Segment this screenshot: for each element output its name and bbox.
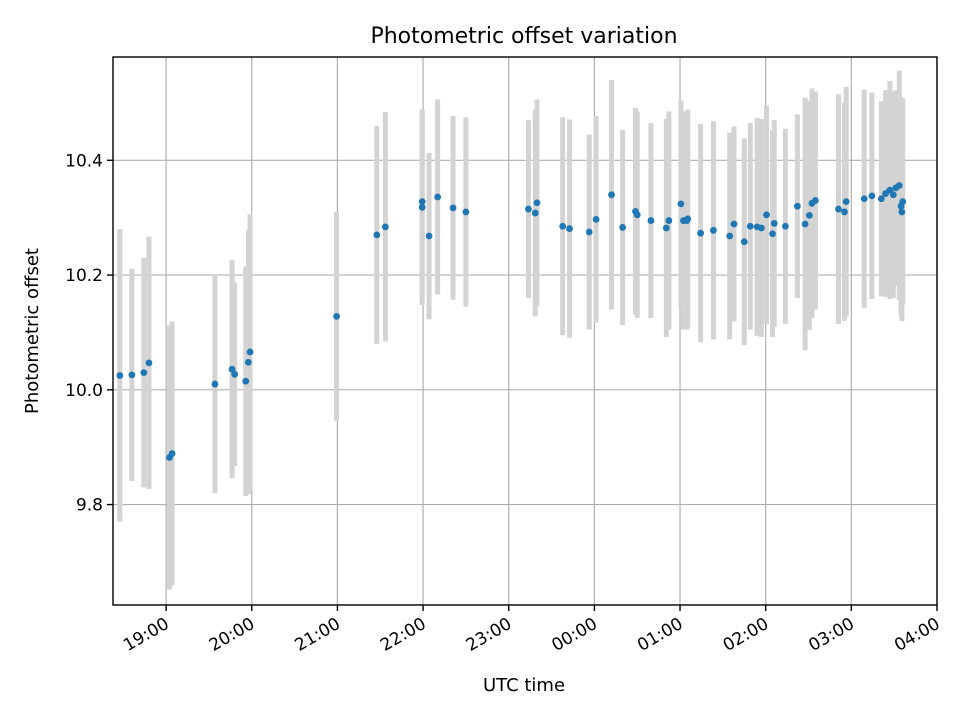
data-point: [462, 208, 470, 216]
data-point: [899, 198, 907, 206]
data-point: [665, 217, 673, 224]
data-point: [835, 205, 842, 213]
data-point: [373, 231, 381, 239]
data-point: [533, 199, 541, 207]
data-point: [633, 211, 641, 219]
x-axis-ticks: 19:00 20:00 21:00 22:00 23:00 00:00 01:00 02:00…: [120, 605, 944, 656]
data-point: [746, 222, 754, 230]
y-axis-ticks: 9.8 10.0 10.2 10.4: [65, 151, 113, 516]
x-tick-label: 21:00: [291, 614, 343, 656]
data-point: [525, 205, 532, 213]
data-point: [662, 224, 670, 232]
data-point: [242, 377, 250, 385]
data-point: [231, 370, 239, 378]
data-point: [770, 220, 778, 227]
data-point: [781, 222, 789, 230]
data-point: [585, 228, 593, 236]
x-gridlines: [165, 57, 938, 605]
data-point: [877, 195, 885, 203]
data-point: [769, 230, 776, 238]
data-point: [842, 198, 850, 206]
data-point: [246, 348, 254, 356]
data-point: [418, 198, 426, 206]
data-point: [895, 182, 903, 189]
x-tick-label: 00:00: [548, 614, 600, 656]
data-point: [677, 200, 685, 208]
x-tick-label: 19:00: [120, 614, 172, 656]
data-point: [684, 215, 692, 223]
data-point: [566, 225, 573, 232]
data-point: [889, 191, 897, 199]
x-tick-label: 20:00: [206, 614, 258, 656]
data-point: [763, 211, 770, 219]
data-point: [697, 229, 704, 237]
data-point: [449, 204, 457, 212]
data-point: [619, 224, 627, 231]
y-axis-label: Photometric offset: [22, 248, 43, 414]
data-point: [592, 215, 600, 223]
x-tick-label: 01:00: [634, 614, 686, 656]
data-point: [211, 380, 219, 388]
data-point: [425, 232, 433, 240]
y-tick-label: 10.4: [65, 151, 103, 171]
data-point: [145, 359, 153, 367]
data-point: [168, 450, 176, 457]
data-point: [128, 371, 136, 379]
data-point: [805, 211, 813, 219]
data-point: [860, 195, 868, 203]
x-tick-label: 02:00: [720, 614, 772, 656]
data-point: [730, 220, 738, 228]
y-tick-label: 10.2: [65, 266, 103, 286]
error-bars: [117, 70, 906, 590]
data-point: [868, 192, 876, 200]
x-axis-label: UTC time: [483, 675, 565, 696]
data-point: [140, 369, 148, 377]
x-tick-label: 23:00: [463, 614, 515, 656]
x-tick-label: 03:00: [805, 614, 857, 656]
data-point: [559, 222, 567, 230]
data-point: [434, 193, 442, 201]
data-point: [228, 365, 236, 373]
data-point: [333, 312, 340, 320]
data-point: [710, 226, 717, 234]
data-point: [116, 372, 124, 379]
data-point: [531, 209, 539, 217]
x-tick-label: 22:00: [377, 614, 429, 656]
x-tick-label: 04:00: [891, 614, 943, 656]
chart-title: Photometric offset variation: [370, 24, 677, 49]
data-point: [608, 191, 615, 199]
data-point: [647, 217, 655, 224]
data-point: [418, 203, 426, 211]
data-point: [758, 224, 765, 232]
data-point: [811, 197, 819, 204]
y-tick-label: 9.8: [76, 496, 103, 516]
data-points: [116, 182, 907, 461]
data-point: [740, 238, 748, 246]
data-point: [381, 223, 389, 231]
data-point: [793, 202, 801, 210]
data-point: [841, 208, 848, 216]
plot-frame: [112, 56, 938, 606]
data-point: [726, 232, 734, 240]
y-tick-label: 10.0: [65, 381, 103, 401]
data-point: [898, 208, 906, 216]
data-point: [801, 220, 809, 228]
data-point: [244, 358, 252, 366]
